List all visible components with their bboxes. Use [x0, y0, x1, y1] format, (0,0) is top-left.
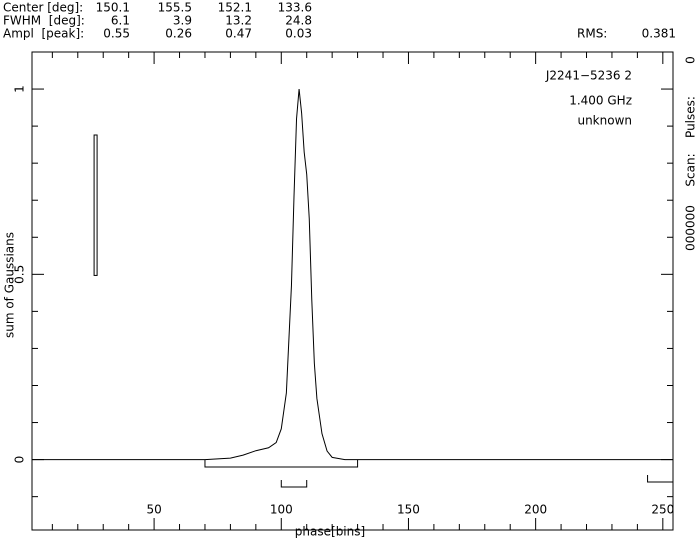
param-value: 3.9 [173, 14, 192, 28]
pulses-label: Pulses: [684, 96, 697, 138]
x-tick-label: 100 [270, 503, 293, 517]
param-value: 13.2 [225, 14, 252, 28]
x-tick-label: 150 [397, 503, 420, 517]
plot-frame [31, 51, 674, 531]
x-tick-label: 50 [146, 503, 161, 517]
error-box [93, 134, 98, 276]
scan-value: 000000 [684, 205, 697, 251]
x-axis-label: phase[bins] [295, 525, 365, 539]
param-value: 133.6 [278, 1, 312, 15]
param-label: Center [deg]: [3, 1, 83, 15]
y-axis-label: sum of Gaussians [3, 232, 17, 338]
param-label: FWHM [deg]: [3, 14, 85, 28]
param-value: 152.1 [218, 1, 252, 15]
param-label: Ampl [peak]: [3, 27, 84, 41]
rms-value: 0.381 [642, 27, 676, 41]
y-tick-label: 0 [13, 456, 27, 464]
param-value: 155.5 [158, 1, 192, 15]
param-value: 150.1 [96, 1, 130, 15]
param-value: 0.26 [165, 27, 192, 41]
param-value: 0.55 [103, 27, 130, 41]
source-info: J2241−5236 2 [545, 69, 632, 83]
x-tick-label: 200 [524, 503, 547, 517]
param-value: 6.1 [111, 14, 130, 28]
y-tick-label: 0.5 [13, 265, 27, 284]
param-value: 24.8 [285, 14, 312, 28]
source-info: 1.400 GHz [569, 94, 632, 108]
window-bracket [204, 460, 359, 468]
window-bracket [647, 475, 674, 483]
scan-label: Scan: [684, 153, 697, 186]
profile-line [32, 89, 673, 461]
param-value: 0.03 [285, 27, 312, 41]
window-bracket [280, 480, 308, 488]
x-tick-label: 250 [651, 503, 674, 517]
source-info: unknown [577, 114, 632, 128]
param-value: 0.47 [225, 27, 252, 41]
pulses-value: 0 [684, 56, 697, 64]
rms-label: RMS: [577, 27, 607, 41]
y-tick-label: 1 [13, 85, 27, 93]
